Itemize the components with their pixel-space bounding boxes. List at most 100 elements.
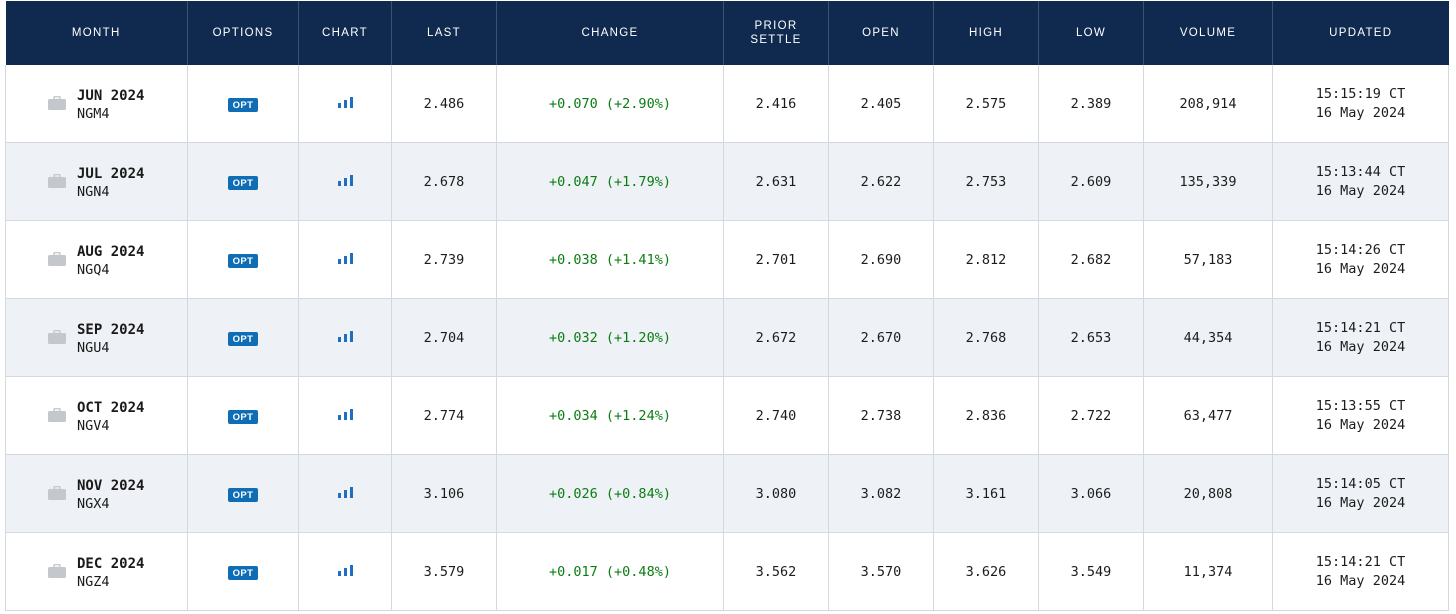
bar-chart-icon[interactable] bbox=[337, 330, 353, 346]
price-change: +0.032 (+1.20%) bbox=[496, 298, 724, 377]
chart-cell bbox=[298, 65, 392, 143]
options-cell: OPT bbox=[187, 454, 299, 533]
options-cell: OPT bbox=[187, 298, 299, 377]
high-price: 3.626 bbox=[933, 532, 1039, 611]
opt-badge-button[interactable]: OPT bbox=[227, 565, 259, 580]
briefcase-icon[interactable] bbox=[48, 95, 66, 110]
last-price: 3.579 bbox=[391, 532, 497, 611]
low-price: 3.066 bbox=[1038, 454, 1144, 533]
chart-cell bbox=[298, 532, 392, 611]
high-price: 2.812 bbox=[933, 220, 1039, 299]
contract-month[interactable]: NOV 2024 bbox=[77, 478, 145, 494]
contract-month[interactable]: JUN 2024 bbox=[77, 88, 145, 104]
contract-month[interactable]: SEP 2024 bbox=[77, 322, 145, 338]
month-cell: DEC 2024 NGZ4 bbox=[5, 532, 188, 611]
briefcase-icon[interactable] bbox=[48, 173, 66, 188]
table-body: JUN 2024 NGM4 OPT 2.486 +0.070 (+2.90%) … bbox=[5, 65, 1449, 611]
opt-badge-button[interactable]: OPT bbox=[227, 175, 259, 190]
header-high[interactable]: HIGH bbox=[933, 1, 1039, 65]
options-cell: OPT bbox=[187, 532, 299, 611]
last-price: 2.739 bbox=[391, 220, 497, 299]
high-price: 2.836 bbox=[933, 376, 1039, 455]
updated-date: 16 May 2024 bbox=[1315, 182, 1406, 199]
table-row: SEP 2024 NGU4 OPT 2.704 +0.032 (+1.20%) … bbox=[5, 298, 1449, 377]
updated-time: 15:15:19 CT bbox=[1315, 85, 1406, 102]
contract-code: NGX4 bbox=[77, 496, 110, 512]
contract-month[interactable]: JUL 2024 bbox=[77, 166, 145, 182]
header-chart: CHART bbox=[298, 1, 392, 65]
opt-badge-button[interactable]: OPT bbox=[227, 97, 259, 112]
table-row: AUG 2024 NGQ4 OPT 2.739 +0.038 (+1.41%) … bbox=[5, 220, 1449, 299]
chart-cell bbox=[298, 142, 392, 221]
prior-settle: 3.562 bbox=[723, 532, 829, 611]
low-price: 2.722 bbox=[1038, 376, 1144, 455]
opt-badge-button[interactable]: OPT bbox=[227, 331, 259, 346]
chart-cell bbox=[298, 376, 392, 455]
price-change: +0.034 (+1.24%) bbox=[496, 376, 724, 455]
updated-time: 15:13:55 CT bbox=[1315, 397, 1406, 414]
opt-badge-button[interactable]: OPT bbox=[227, 409, 259, 424]
table-row: JUN 2024 NGM4 OPT 2.486 +0.070 (+2.90%) … bbox=[5, 65, 1449, 143]
month-text: OCT 2024 NGV4 bbox=[77, 399, 144, 435]
header-open[interactable]: OPEN bbox=[828, 1, 934, 65]
month-cell: SEP 2024 NGU4 bbox=[5, 298, 188, 377]
contract-month[interactable]: OCT 2024 bbox=[77, 400, 145, 416]
header-volume[interactable]: VOLUME bbox=[1143, 1, 1273, 65]
updated-cell: 15:13:44 CT 16 May 2024 bbox=[1272, 142, 1449, 221]
prior-settle: 2.416 bbox=[723, 65, 829, 143]
briefcase-icon[interactable] bbox=[48, 563, 66, 578]
low-price: 2.653 bbox=[1038, 298, 1144, 377]
briefcase-icon[interactable] bbox=[48, 485, 66, 500]
bar-chart-icon[interactable] bbox=[337, 408, 353, 424]
month-cell: OCT 2024 NGV4 bbox=[5, 376, 188, 455]
volume: 208,914 bbox=[1143, 65, 1273, 143]
table-row: OCT 2024 NGV4 OPT 2.774 +0.034 (+1.24%) … bbox=[5, 376, 1449, 455]
briefcase-icon[interactable] bbox=[48, 407, 66, 422]
open-price: 3.570 bbox=[828, 532, 934, 611]
header-low[interactable]: LOW bbox=[1038, 1, 1144, 65]
low-price: 2.682 bbox=[1038, 220, 1144, 299]
briefcase-icon[interactable] bbox=[48, 251, 66, 266]
month-cell: AUG 2024 NGQ4 bbox=[5, 220, 188, 299]
header-change[interactable]: CHANGE bbox=[496, 1, 724, 65]
price-change: +0.017 (+0.48%) bbox=[496, 532, 724, 611]
opt-badge-button[interactable]: OPT bbox=[227, 253, 259, 268]
last-price: 2.704 bbox=[391, 298, 497, 377]
volume: 20,808 bbox=[1143, 454, 1273, 533]
chart-cell bbox=[298, 298, 392, 377]
header-month[interactable]: MONTH bbox=[5, 1, 188, 65]
contract-code: NGZ4 bbox=[77, 574, 110, 590]
bar-chart-icon[interactable] bbox=[337, 486, 353, 502]
bar-chart-icon[interactable] bbox=[337, 252, 353, 268]
contract-code: NGM4 bbox=[77, 106, 110, 122]
contract-month[interactable]: AUG 2024 bbox=[77, 244, 145, 260]
volume: 63,477 bbox=[1143, 376, 1273, 455]
futures-quotes-table: MONTH OPTIONS CHART LAST CHANGE PRIOR SET… bbox=[5, 1, 1449, 611]
contract-code: NGQ4 bbox=[77, 262, 110, 278]
header-options: OPTIONS bbox=[187, 1, 299, 65]
open-price: 2.622 bbox=[828, 142, 934, 221]
prior-settle: 2.701 bbox=[723, 220, 829, 299]
open-price: 2.690 bbox=[828, 220, 934, 299]
prior-settle: 2.631 bbox=[723, 142, 829, 221]
updated-cell: 15:13:55 CT 16 May 2024 bbox=[1272, 376, 1449, 455]
header-prior-settle[interactable]: PRIOR SETTLE bbox=[723, 1, 829, 65]
contract-month[interactable]: DEC 2024 bbox=[77, 556, 145, 572]
bar-chart-icon[interactable] bbox=[337, 174, 353, 190]
updated-time: 15:14:05 CT bbox=[1315, 475, 1406, 492]
updated-date: 16 May 2024 bbox=[1315, 416, 1406, 433]
bar-chart-icon[interactable] bbox=[337, 96, 353, 112]
prior-settle: 2.672 bbox=[723, 298, 829, 377]
header-updated[interactable]: UPDATED bbox=[1272, 1, 1449, 65]
header-last[interactable]: LAST bbox=[391, 1, 497, 65]
updated-cell: 15:14:21 CT 16 May 2024 bbox=[1272, 298, 1449, 377]
table-header: MONTH OPTIONS CHART LAST CHANGE PRIOR SET… bbox=[5, 1, 1449, 65]
volume: 57,183 bbox=[1143, 220, 1273, 299]
last-price: 2.774 bbox=[391, 376, 497, 455]
header-row: MONTH OPTIONS CHART LAST CHANGE PRIOR SET… bbox=[5, 1, 1449, 65]
updated-date: 16 May 2024 bbox=[1315, 338, 1406, 355]
opt-badge-button[interactable]: OPT bbox=[227, 487, 259, 502]
briefcase-icon[interactable] bbox=[48, 329, 66, 344]
bar-chart-icon[interactable] bbox=[337, 564, 353, 580]
table-row: DEC 2024 NGZ4 OPT 3.579 +0.017 (+0.48%) … bbox=[5, 532, 1449, 611]
